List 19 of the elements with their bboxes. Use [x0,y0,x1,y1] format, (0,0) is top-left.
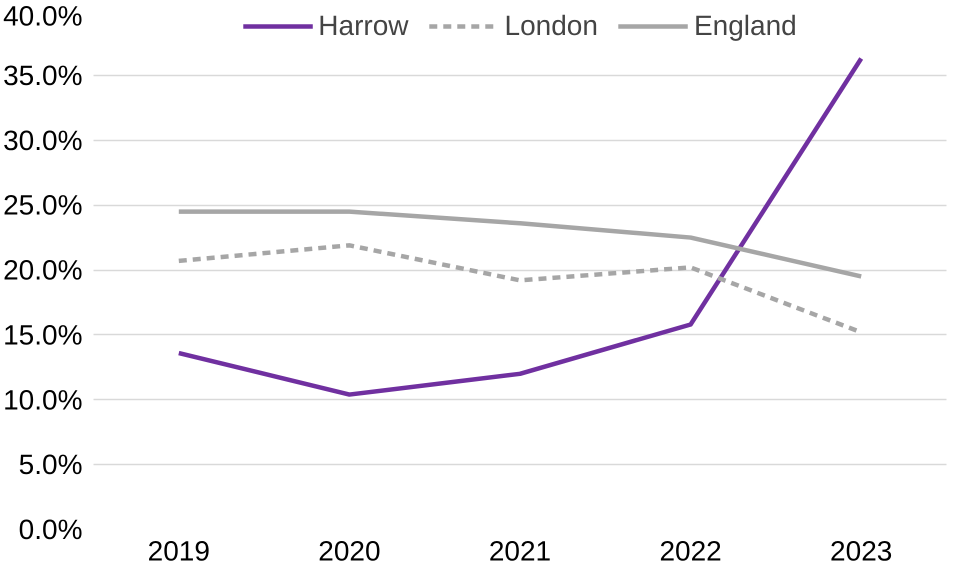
legend-label: London [504,10,598,42]
y-tick-label: 25.0% [3,190,83,221]
y-tick-label: 35.0% [3,60,83,91]
x-tick-label: 2020 [318,536,381,563]
legend-label: England [694,10,797,42]
legend-label: Harrow [318,10,409,42]
x-tick-label: 2023 [830,536,892,563]
y-tick-label: 30.0% [3,124,83,156]
x-tick-label: 2022 [659,536,722,563]
y-tick-label: 5.0% [18,449,83,480]
y-tick-label: 40.0% [3,0,83,32]
y-tick-label: 15.0% [3,319,83,350]
y-tick-label: 10.0% [3,384,83,416]
y-tick-label: 20.0% [3,254,83,286]
line-series [176,209,864,279]
line-series [176,56,864,397]
y-tick-label: 0.0% [18,514,83,545]
x-tick-label: 2021 [488,536,552,563]
x-tick-label: 2019 [148,536,210,563]
